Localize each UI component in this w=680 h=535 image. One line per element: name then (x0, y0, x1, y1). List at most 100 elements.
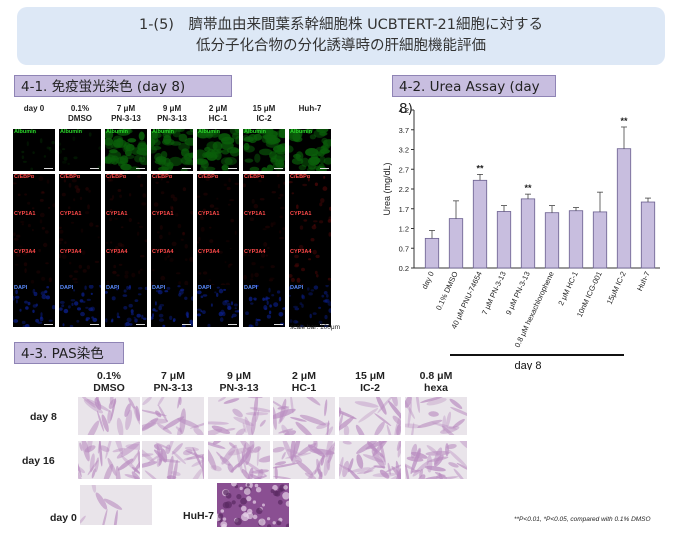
pas-image (339, 441, 401, 479)
if-image-albumin: Albumin (197, 129, 239, 171)
bar (496, 211, 512, 269)
if-image-dapi: DAPI (197, 285, 239, 327)
if-stain-label: CYP1A1 (106, 211, 128, 217)
if-stain-label: Albumin (290, 129, 312, 135)
if-image-cebp: C/EBPα (59, 174, 101, 216)
if-image-dapi: DAPI (243, 285, 285, 327)
if-stain-label: CYP3A4 (152, 249, 174, 255)
if-image-cyp3a4: CYP3A4 (289, 249, 331, 291)
x-tick-label: Huh-7 (635, 270, 652, 292)
pas-extra-label-huh7: HuH-7 (183, 510, 214, 522)
scale-bar-mark (274, 324, 283, 325)
bar (640, 201, 656, 269)
title-line-1: 1-(5) 臍帯血由来間葉系幹細胞株 UCBTERT-21細胞に対する (138, 17, 544, 33)
scale-bar-mark (182, 324, 191, 325)
scale-bar-mark (44, 168, 53, 169)
if-stain-label: CYP3A4 (198, 249, 220, 255)
if-stain-label: C/EBPα (198, 174, 219, 180)
if-stain-label: Albumin (106, 129, 128, 135)
x-tick-label: 7 μM PN-3-13 (480, 270, 508, 316)
if-image-cebp: C/EBPα (243, 174, 285, 216)
section-4-2-label: 4-2. Urea Assay (day 8) (392, 75, 556, 117)
significance-mark: ** (476, 163, 484, 173)
pas-image (405, 441, 467, 479)
if-image-albumin: Albumin (13, 129, 55, 171)
y-axis-label: Urea (mg/dL) (382, 162, 392, 215)
bar (544, 212, 560, 269)
pas-image-huh7 (217, 483, 289, 527)
if-image-albumin: Albumin (151, 129, 193, 171)
pas-column-header: 15 μM IC-2 (355, 370, 385, 394)
bar (424, 237, 440, 269)
if-stain-label: CYP3A4 (14, 249, 36, 255)
pas-row-label: day 16 (22, 455, 55, 467)
x-tick-label: day 0 (420, 270, 436, 290)
pas-row-label: day 8 (30, 411, 57, 423)
if-stain-label: Albumin (152, 129, 174, 135)
y-tick-label: 2.7 (399, 165, 409, 174)
x-tick-label: 9 μM PN-3-13 (504, 270, 532, 316)
scale-bar-mark (228, 324, 237, 325)
y-tick-label: 4.2 (399, 106, 409, 115)
if-image-dapi: DAPI (151, 285, 193, 327)
if-stain-label: Albumin (244, 129, 266, 135)
if-column-header: 7 μM PN-3-13 (111, 104, 141, 123)
if-image-cyp3a4: CYP3A4 (151, 249, 193, 291)
pas-column-header: 7 μM PN-3-13 (153, 370, 193, 394)
if-image-dapi: DAPI (13, 285, 55, 327)
if-stain-label: Albumin (60, 129, 82, 135)
if-column-header: Huh-7 (298, 104, 322, 113)
pas-image (142, 441, 204, 479)
if-image-cyp1a1: CYP1A1 (59, 211, 101, 253)
if-stain-label: CYP1A1 (198, 211, 220, 217)
scale-bar-note: scale bar: 100μm (290, 324, 340, 331)
pas-image (78, 441, 140, 479)
day8-bracket-label: day 8 (515, 360, 542, 370)
x-tick-label: 10nM ICG-001 (575, 270, 604, 318)
if-stain-label: CYP1A1 (60, 211, 82, 217)
if-image-cyp1a1: CYP1A1 (13, 211, 55, 253)
y-tick-label: 1.2 (399, 225, 409, 234)
if-column-header: day 0 (23, 104, 45, 113)
if-image-cyp3a4: CYP3A4 (105, 249, 147, 291)
pas-image (405, 397, 467, 435)
if-stain-label: CYP3A4 (244, 249, 266, 255)
if-image-cebp: C/EBPα (197, 174, 239, 216)
if-image-cyp1a1: CYP1A1 (243, 211, 285, 253)
if-stain-label: CYP3A4 (106, 249, 128, 255)
scale-bar-mark (320, 168, 329, 169)
bar (472, 179, 488, 269)
section-4-1-label: 4-1. 免疫蛍光染色 (day 8) (14, 75, 232, 97)
pas-image-day0 (80, 485, 152, 525)
pas-image (273, 397, 335, 435)
if-column-header: 2 μM HC-1 (208, 104, 228, 123)
if-column-header: 15 μM IC-2 (252, 104, 276, 123)
if-image-cebp: C/EBPα (105, 174, 147, 216)
bar (616, 148, 632, 269)
x-tick-label: 15μM IC-2 (605, 270, 628, 306)
pas-image (142, 397, 204, 435)
urea-chart: 0.2 0.7 1.2 1.7 2.2 2.7 3.2 3.7 4.2 Urea (mg/dL) d… (382, 106, 660, 370)
if-stain-label: CYP1A1 (152, 211, 174, 217)
pas-column-header: 0.1% DMSO (93, 370, 125, 394)
y-tick-label: 3.2 (399, 146, 409, 155)
pas-extra-label-day0: day 0 (50, 512, 77, 524)
pas-column-header: 9 μM PN-3-13 (219, 370, 259, 394)
if-stain-label: C/EBPα (290, 174, 311, 180)
if-stain-label: C/EBPα (152, 174, 173, 180)
scale-bar-mark (136, 168, 145, 169)
if-image-cyp1a1: CYP1A1 (105, 211, 147, 253)
if-stain-label: C/EBPα (14, 174, 35, 180)
if-stain-label: C/EBPα (60, 174, 81, 180)
scale-bar-mark (90, 168, 99, 169)
if-stain-label: Albumin (198, 129, 220, 135)
bar (592, 211, 608, 269)
if-image-cebp: C/EBPα (13, 174, 55, 216)
pas-image (339, 397, 401, 435)
pas-column-header: 0.8 μM hexa (419, 370, 453, 394)
if-stain-label: CYP1A1 (290, 211, 312, 217)
scale-bar-mark (274, 168, 283, 169)
if-image-cyp1a1: CYP1A1 (151, 211, 193, 253)
bar (448, 218, 464, 269)
pas-image (78, 397, 140, 435)
